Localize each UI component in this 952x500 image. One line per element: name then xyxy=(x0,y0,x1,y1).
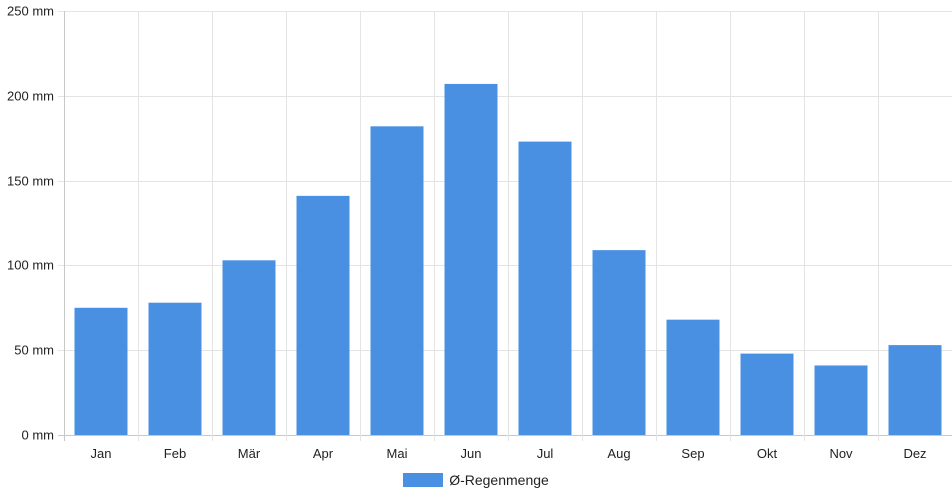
x-tick-label: Feb xyxy=(164,446,186,461)
x-tick-label: Sep xyxy=(681,446,704,461)
grid-lines xyxy=(58,11,952,441)
bar-sep[interactable] xyxy=(666,319,720,435)
x-tick-label: Mär xyxy=(238,446,261,461)
y-tick-label: 250 mm xyxy=(7,4,54,19)
x-tick-label: Jan xyxy=(91,446,112,461)
x-tick-label: Apr xyxy=(313,446,334,461)
legend[interactable]: Ø-Regenmenge xyxy=(0,472,952,488)
x-tick-label: Dez xyxy=(903,446,926,461)
x-tick-label: Jul xyxy=(537,446,554,461)
bar-okt[interactable] xyxy=(740,353,794,435)
bar-apr[interactable] xyxy=(296,195,350,435)
y-tick-label: 100 mm xyxy=(7,258,54,273)
bar-jun[interactable] xyxy=(444,83,498,435)
x-tick-label: Mai xyxy=(387,446,408,461)
rainfall-bar-chart: 0 mm 50 mm 100 mm 150 mm 200 mm 250 mm Jan Feb… xyxy=(7,4,952,461)
bar-feb[interactable] xyxy=(148,302,202,435)
y-tick-label: 200 mm xyxy=(7,89,54,104)
bar-jul[interactable] xyxy=(518,141,572,436)
bar-nov[interactable] xyxy=(814,365,868,435)
bar-mär[interactable] xyxy=(222,260,276,435)
x-tick-label: Aug xyxy=(607,446,630,461)
legend-swatch xyxy=(403,473,444,487)
legend-label: Ø-Regenmenge xyxy=(449,472,549,488)
bars xyxy=(74,83,942,436)
bar-aug[interactable] xyxy=(592,250,646,435)
y-tick-label: 150 mm xyxy=(7,174,54,189)
y-tick-label: 50 mm xyxy=(14,343,54,358)
y-axis-ticks: 0 mm 50 mm 100 mm 150 mm 200 mm 250 mm xyxy=(7,4,54,443)
x-tick-label: Jun xyxy=(461,446,482,461)
x-tick-label: Nov xyxy=(829,446,853,461)
y-tick-label: 0 mm xyxy=(22,428,55,443)
x-tick-label: Okt xyxy=(757,446,778,461)
bar-mai[interactable] xyxy=(370,126,424,435)
bar-jan[interactable] xyxy=(74,307,128,435)
x-axis-ticks: Jan Feb Mär Apr Mai Jun Jul Aug Sep Okt Nov Dez xyxy=(91,446,927,461)
bar-dez[interactable] xyxy=(888,345,942,435)
